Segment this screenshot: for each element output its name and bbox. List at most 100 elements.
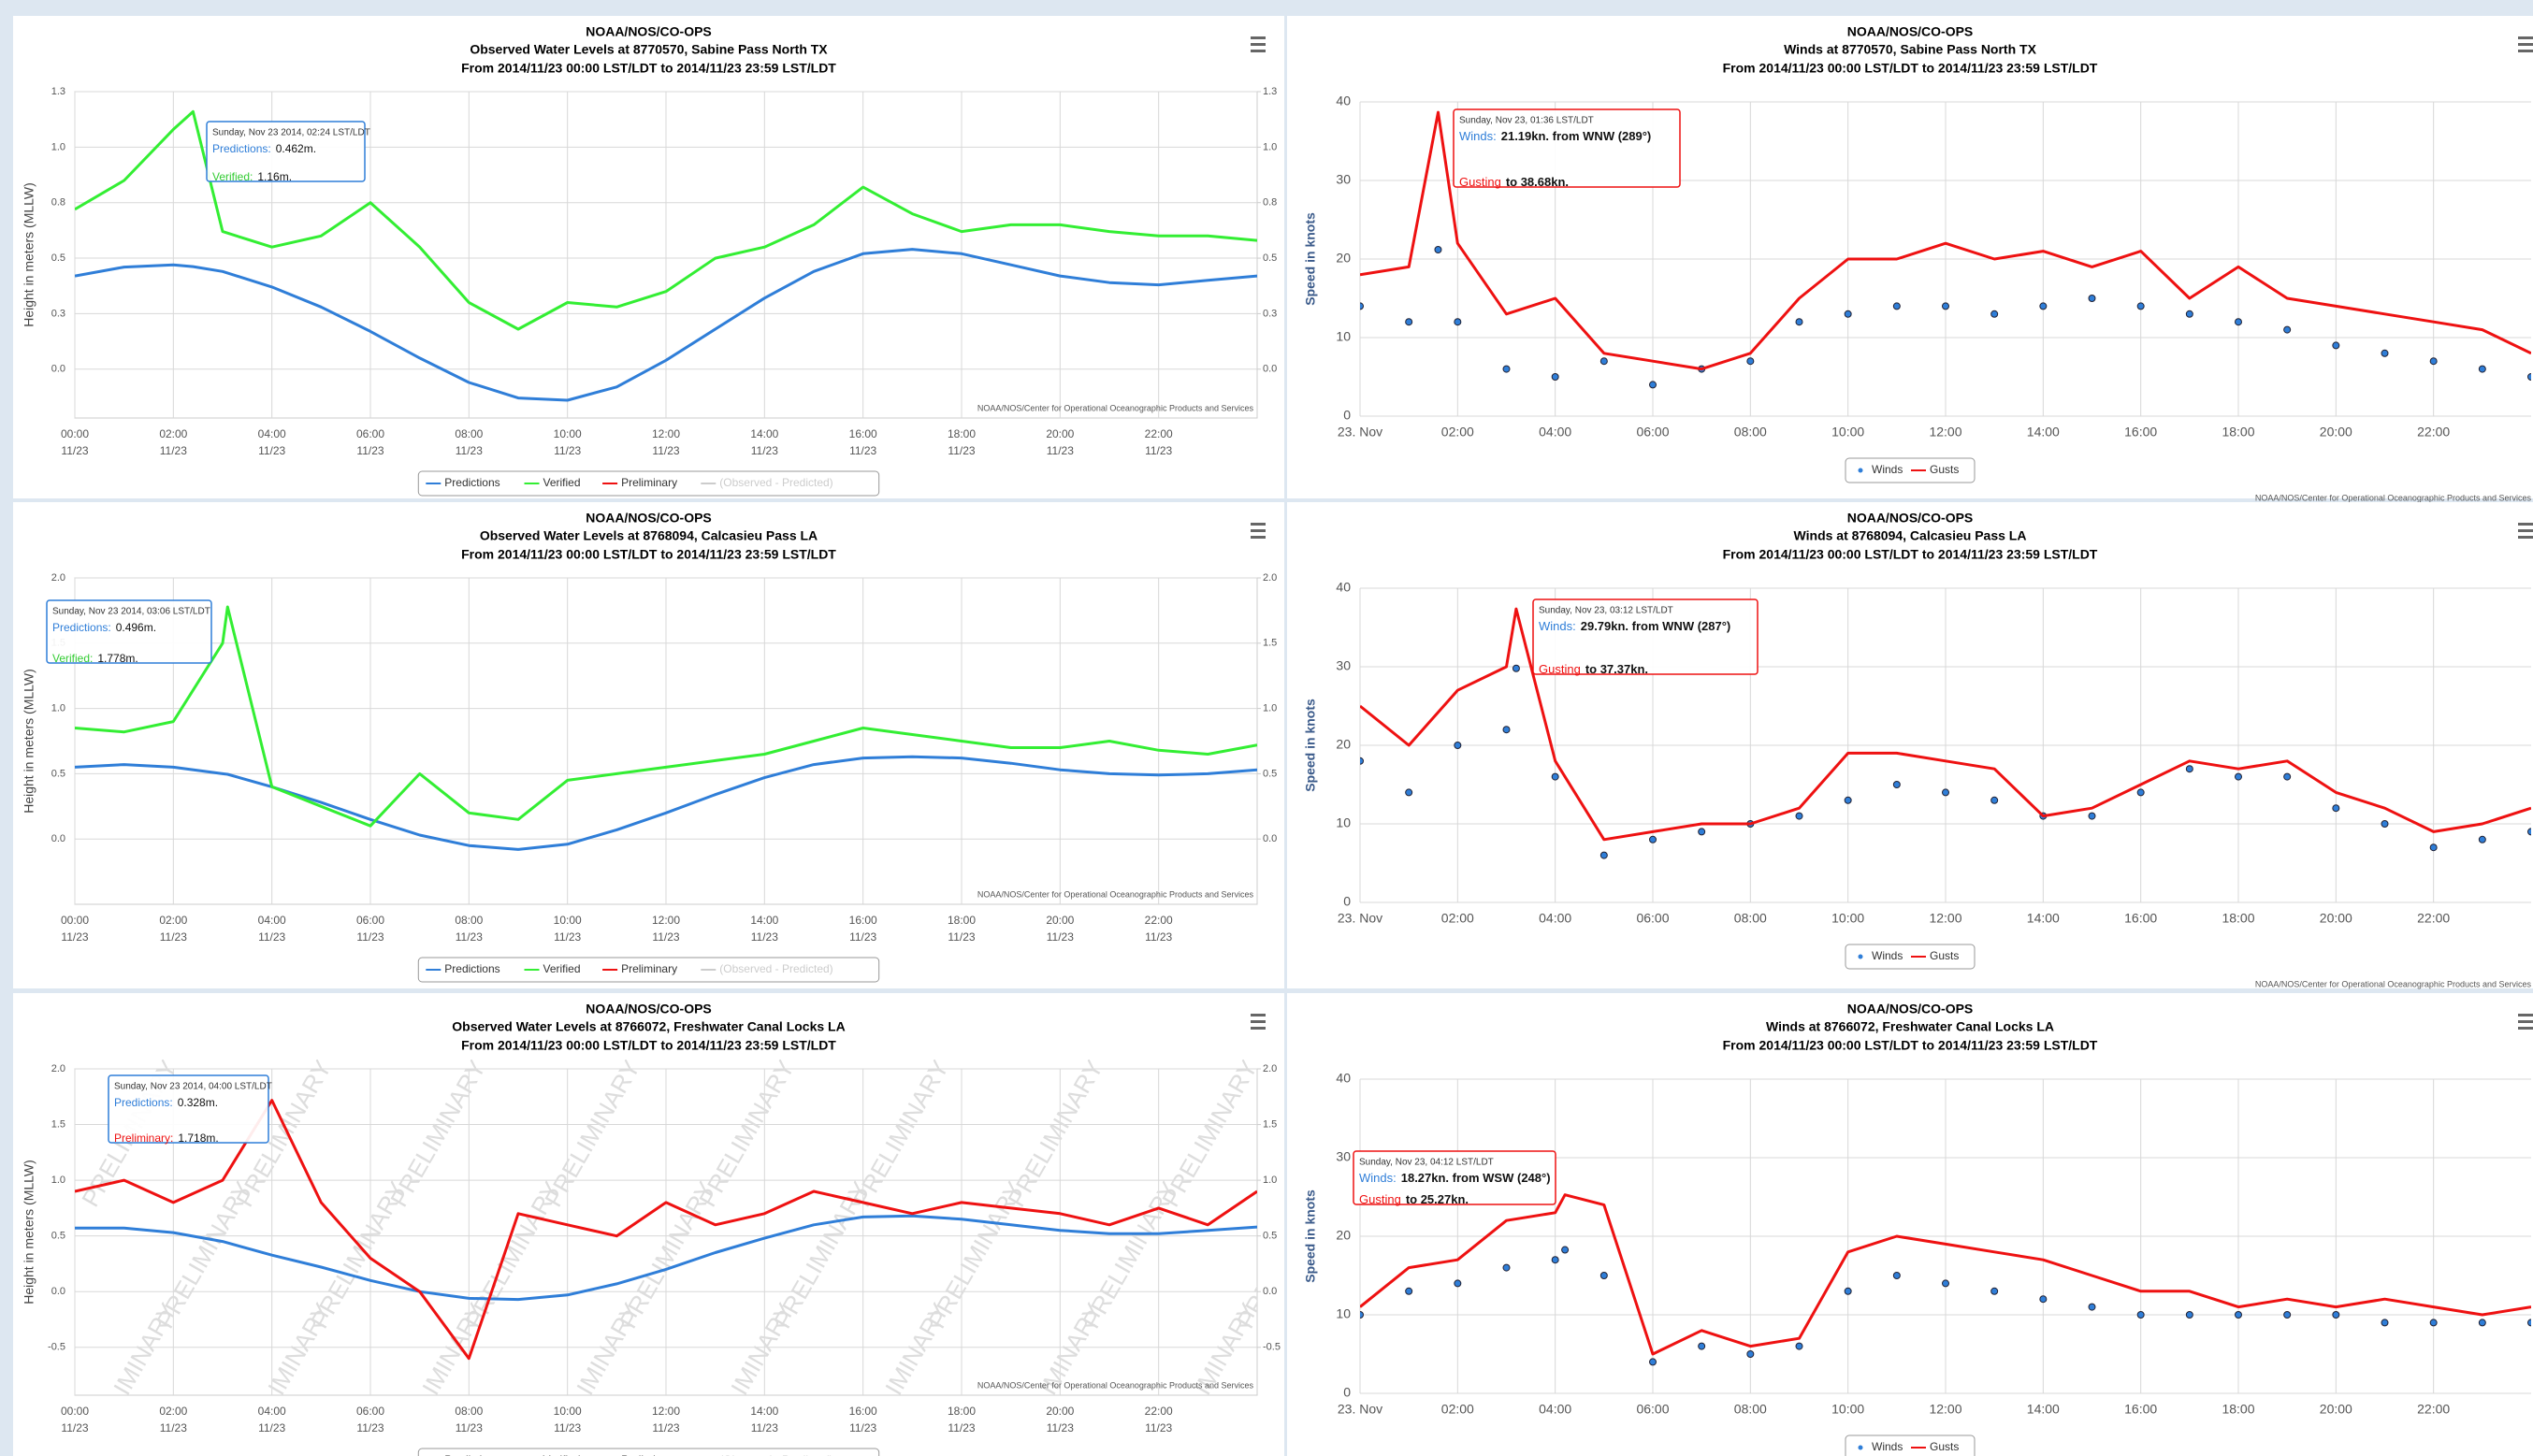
x-tick-label: 12:00	[652, 1405, 680, 1418]
tooltip-box	[1532, 598, 1759, 675]
menu-icon[interactable]	[1251, 43, 1266, 46]
tooltip-box	[1353, 1150, 1556, 1205]
x-tick-label: 08:00	[455, 1405, 483, 1418]
y-tick-label: 40	[1336, 1071, 1351, 1086]
legend-label[interactable]: Predictions	[444, 962, 499, 975]
wind-marker	[2478, 835, 2486, 843]
chart-panel: NOAA/NOS/CO-OPS Winds at 8770570, Sabine …	[1287, 16, 2533, 502]
x-tick-label: 14:00	[750, 427, 778, 440]
y-tick-label: 40	[1336, 94, 1351, 108]
legend-label[interactable]: Gusts	[1930, 463, 1959, 476]
chart-subtitle: Observed Water Levels at 8768094, Calcas…	[480, 528, 818, 543]
tooltip-value: to 38.68kn.	[1506, 175, 1569, 189]
y-axis-label: Speed in knots	[1303, 1189, 1318, 1283]
y2-tick-label: 0.3	[1263, 308, 1277, 319]
tooltip-box	[108, 1074, 269, 1144]
plot	[75, 109, 1257, 402]
legend-label[interactable]: (Observed - Predicted)	[719, 962, 832, 975]
wind-marker	[2381, 349, 2389, 357]
legend-label[interactable]: Gusts	[1930, 1440, 1959, 1453]
legend-label[interactable]: (Observed - Predicted)	[719, 476, 832, 489]
menu-icon[interactable]	[2518, 536, 2533, 539]
tooltip-line: Predictions: 0.496m.	[52, 621, 156, 634]
panel-background	[1287, 993, 2533, 1456]
menu-icon[interactable]	[2518, 43, 2533, 46]
wind-marker	[2527, 373, 2531, 381]
legend-label[interactable]: Preliminary	[621, 1453, 677, 1456]
chart-subtitle: Observed Water Levels at 8766072, Freshw…	[452, 1019, 845, 1034]
panel-background	[13, 16, 1284, 498]
legend-label[interactable]: Verified	[543, 476, 581, 489]
legend-label[interactable]: Predictions	[444, 476, 499, 489]
menu-icon[interactable]	[1251, 36, 1266, 39]
tooltip-label: Verified:	[212, 170, 253, 183]
wind-marker	[1551, 1256, 1559, 1264]
menu-icon[interactable]	[2518, 523, 2533, 526]
menu-icon[interactable]	[1251, 529, 1266, 532]
y-tick-label: 0	[1343, 1385, 1351, 1400]
menu-icon[interactable]	[1251, 1014, 1266, 1016]
series-line	[75, 109, 1257, 331]
wind-marker	[2283, 1311, 2292, 1319]
menu-icon[interactable]	[1251, 523, 1266, 526]
menu-icon[interactable]	[1251, 536, 1266, 539]
menu-icon[interactable]	[2518, 50, 2533, 52]
wind-marker	[2088, 295, 2096, 302]
legend-label[interactable]: Winds	[1872, 463, 1903, 476]
y-tick-label: 20	[1336, 1228, 1351, 1243]
menu-icon[interactable]	[2518, 1020, 2533, 1023]
legend-label[interactable]: (Observed - Predicted)	[719, 1453, 832, 1456]
x-tick-label: 12:00	[652, 914, 680, 927]
x-tick-label: 23. Nov	[1338, 1402, 1382, 1417]
legend-symbol	[1858, 1445, 1863, 1450]
x-tick-label: 14:00	[2027, 1402, 2060, 1417]
x-tick-date: 11/23	[652, 930, 679, 944]
wind-marker	[1892, 302, 1901, 310]
x-tick-label: 02:00	[1441, 425, 1474, 440]
legend-label[interactable]: Verified	[543, 962, 581, 975]
legend-label[interactable]: Preliminary	[621, 476, 677, 489]
chart-range: From 2014/11/23 00:00 LST/LDT to 2014/11…	[1723, 1038, 2098, 1053]
legend-label[interactable]: Gusts	[1930, 949, 1959, 962]
menu-icon[interactable]	[1251, 50, 1266, 52]
chart-subtitle: Observed Water Levels at 8770570, Sabine…	[470, 42, 828, 57]
wind-marker	[1649, 381, 1657, 389]
y-tick-label: 20	[1336, 251, 1351, 266]
menu-icon[interactable]	[2518, 1027, 2533, 1030]
tooltip-value: 1.778m.	[97, 652, 138, 665]
legend-label[interactable]: Winds	[1872, 1440, 1903, 1453]
x-tick-date: 11/23	[948, 930, 975, 944]
menu-icon[interactable]	[1251, 1027, 1266, 1030]
legend-label[interactable]: Preliminary	[621, 962, 677, 975]
wind-marker	[1698, 828, 1706, 836]
wind-marker	[2136, 788, 2145, 797]
tooltip-value: to 25.27kn.	[1406, 1192, 1469, 1206]
y-tick-label: 10	[1336, 1306, 1351, 1321]
x-tick-label: 10:00	[554, 914, 582, 927]
tooltip-value: 29.79kn. from WNW (287°)	[1581, 619, 1731, 633]
wind-marker	[2185, 765, 2193, 773]
wind-marker	[1844, 1287, 1852, 1295]
wind-marker	[1502, 365, 1511, 373]
tooltip-value: 0.462m.	[276, 142, 316, 155]
y-tick-label: 0.0	[51, 364, 65, 375]
x-tick-date: 11/23	[356, 930, 384, 944]
tooltip-label: Preliminary:	[114, 1132, 173, 1145]
wind-marker	[2235, 318, 2242, 326]
y-tick-label: 0.0	[51, 833, 65, 844]
x-tick-label: 04:00	[258, 1405, 286, 1418]
panel-background	[13, 502, 1284, 988]
menu-icon[interactable]	[2518, 1014, 2533, 1016]
menu-icon[interactable]	[1251, 1020, 1266, 1023]
menu-icon[interactable]	[2518, 36, 2533, 39]
x-tick-label: 02:00	[159, 427, 187, 440]
legend-label[interactable]: Winds	[1872, 949, 1903, 962]
wind-marker	[2332, 1311, 2340, 1319]
wind-marker	[1892, 781, 1901, 788]
menu-icon[interactable]	[2518, 529, 2533, 532]
chart-title: NOAA/NOS/CO-OPS	[586, 24, 712, 39]
legend-label[interactable]: Verified	[543, 1453, 581, 1456]
legend-label[interactable]: Predictions	[444, 1453, 499, 1456]
chart-title: NOAA/NOS/CO-OPS	[1847, 24, 1974, 39]
